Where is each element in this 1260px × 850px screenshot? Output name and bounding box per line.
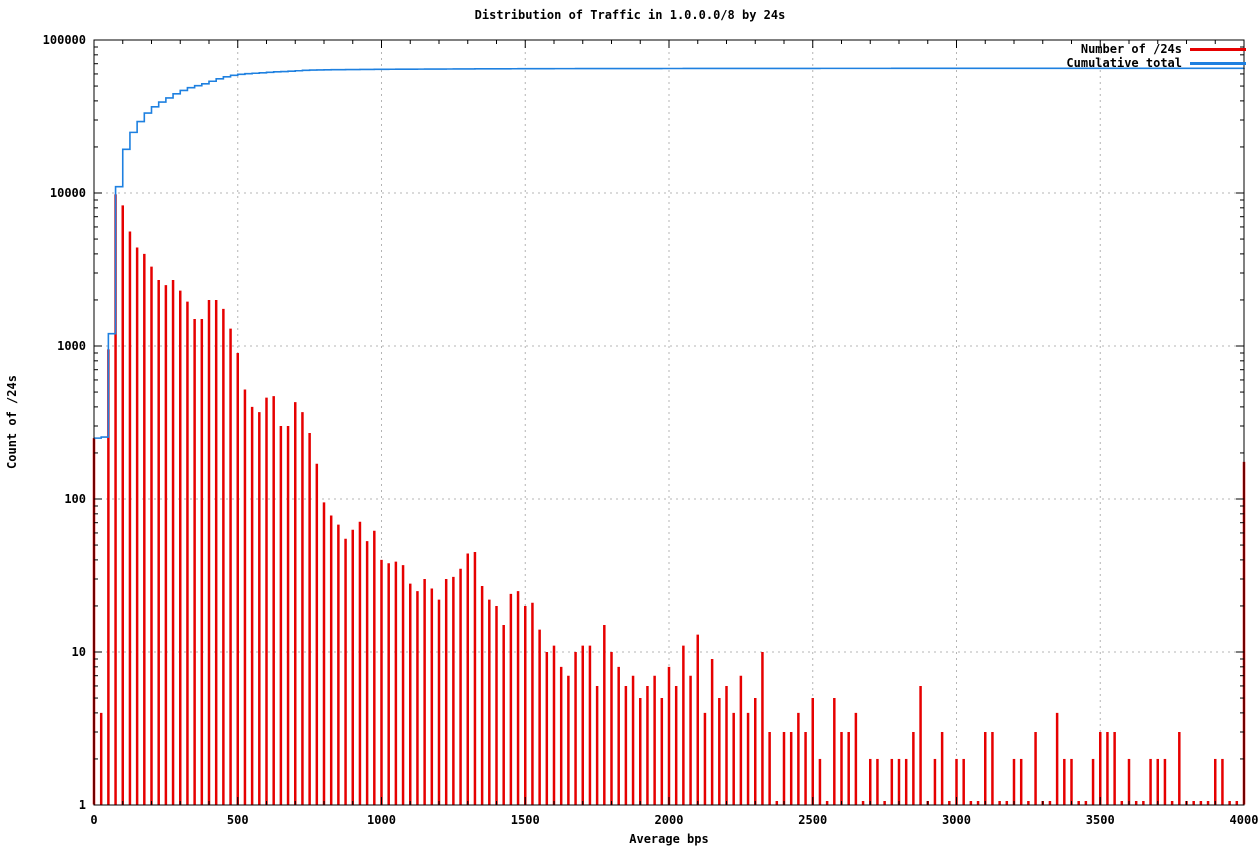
y-tick-label: 10	[72, 645, 86, 659]
x-tick-label: 1500	[511, 813, 540, 827]
x-tick-label: 2000	[655, 813, 684, 827]
y-tick-label: 10000	[50, 186, 86, 200]
x-axis-label: Average bps	[629, 832, 709, 846]
y-tick-label: 1	[79, 798, 86, 812]
chart-title: Distribution of Traffic in 1.0.0.0/8 by …	[474, 8, 786, 22]
legend-label-bars: Number of /24s	[1080, 42, 1182, 56]
x-tick-label: 0	[90, 813, 97, 827]
legend-line-sample-blue	[1190, 61, 1246, 65]
y-tick-label: 100000	[43, 33, 86, 47]
legend-line-sample-red	[1190, 47, 1246, 51]
legend: Number of /24s Cumulative total	[1066, 42, 1246, 70]
x-tick-label: 500	[227, 813, 249, 827]
x-tick-label: 3500	[1086, 813, 1115, 827]
x-tick-label: 1000	[367, 813, 396, 827]
x-tick-label: 3000	[942, 813, 971, 827]
legend-label-cumulative: Cumulative total	[1066, 56, 1182, 70]
cumulative-total-line	[94, 67, 1245, 439]
legend-item-cumulative: Cumulative total	[1066, 56, 1246, 70]
x-tick-label: 4000	[1230, 813, 1259, 827]
y-tick-label: 1000	[57, 339, 86, 353]
legend-item-bars: Number of /24s	[1066, 42, 1246, 56]
y-tick-label: 100	[64, 492, 86, 506]
x-tick-label: 2500	[798, 813, 827, 827]
y-axis-label: Count of /24s	[5, 375, 19, 469]
